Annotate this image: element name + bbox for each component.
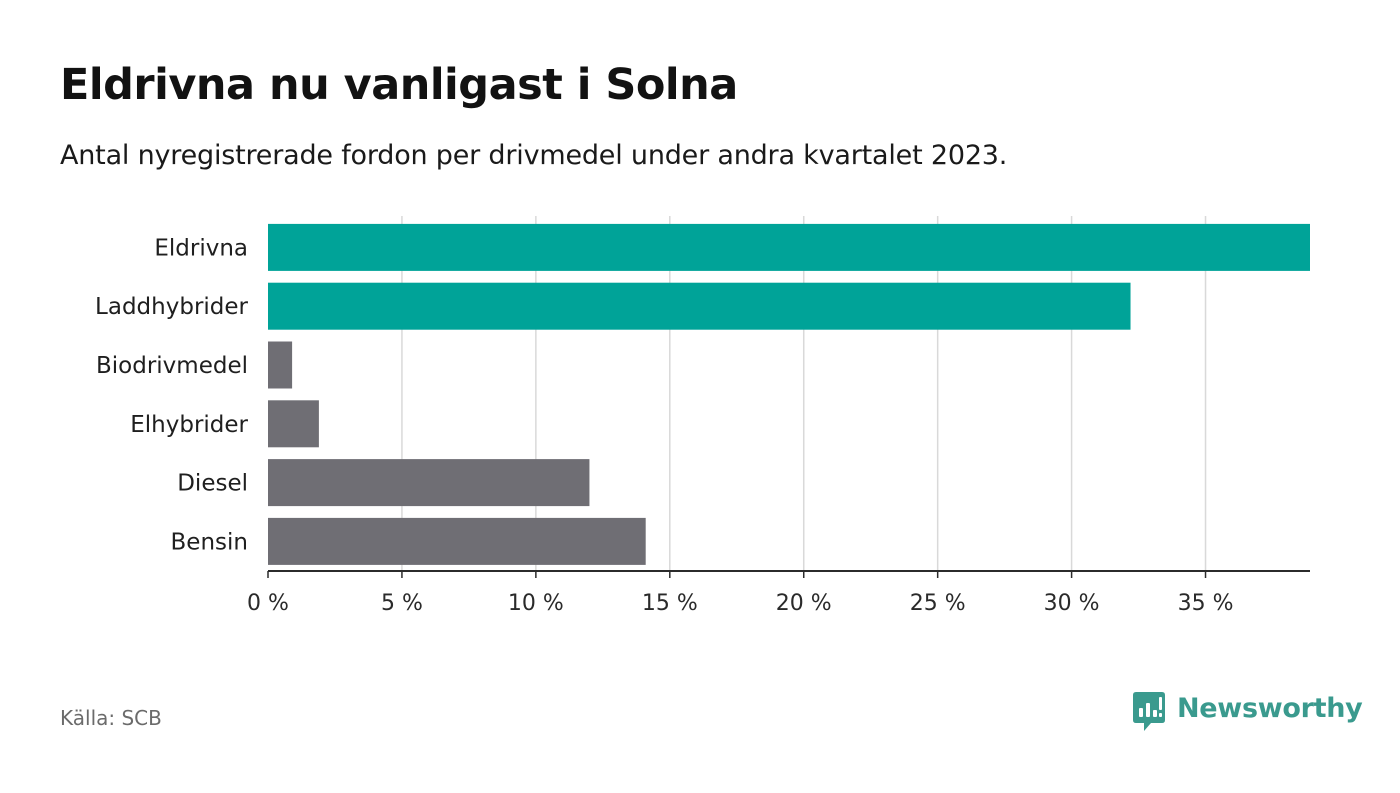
category-labels: Eldrivna Laddhybrider Biodrivmedel Elhybrid… <box>95 235 248 555</box>
source-note: Källa: SCB <box>60 706 162 730</box>
category-label: Biodrivmedel <box>96 353 248 379</box>
x-axis: 0 % 5 % 10 % 15 % 20 % 25 % 30 % 35 % <box>247 570 1310 616</box>
category-label: Laddhybrider <box>95 294 248 320</box>
bar-diesel <box>268 459 590 507</box>
x-tick-label: 30 % <box>1044 591 1100 616</box>
bar-elhybrider <box>268 400 319 448</box>
category-label: Diesel <box>177 471 248 497</box>
x-tick-label: 10 % <box>508 591 564 616</box>
category-label: Eldrivna <box>154 235 248 261</box>
category-label: Elhybrider <box>130 412 248 438</box>
bar-biodrivmedel <box>268 341 293 389</box>
x-tick-label: 35 % <box>1178 591 1234 616</box>
bar-bensin <box>268 517 646 565</box>
x-tick-label: 15 % <box>642 591 698 616</box>
x-tick-label: 0 % <box>247 591 289 616</box>
brand-name: Newsworthy <box>1177 692 1363 724</box>
x-tick-label: 20 % <box>776 591 832 616</box>
brand-logo: Newsworthy <box>1132 690 1363 734</box>
chart-subtitle: Antal nyregistrerade fordon per drivmede… <box>60 140 1008 171</box>
x-tick-label: 25 % <box>910 591 966 616</box>
chart-title: Eldrivna nu vanligast i Solna <box>60 60 738 110</box>
category-label: Bensin <box>171 529 248 555</box>
newsworthy-logo-icon <box>1133 692 1165 731</box>
bar-eldrivna <box>268 223 1310 271</box>
bars <box>268 223 1310 565</box>
grid-lines <box>401 216 1207 571</box>
bar-laddhybrider <box>268 282 1131 330</box>
x-tick-label: 5 % <box>381 591 423 616</box>
